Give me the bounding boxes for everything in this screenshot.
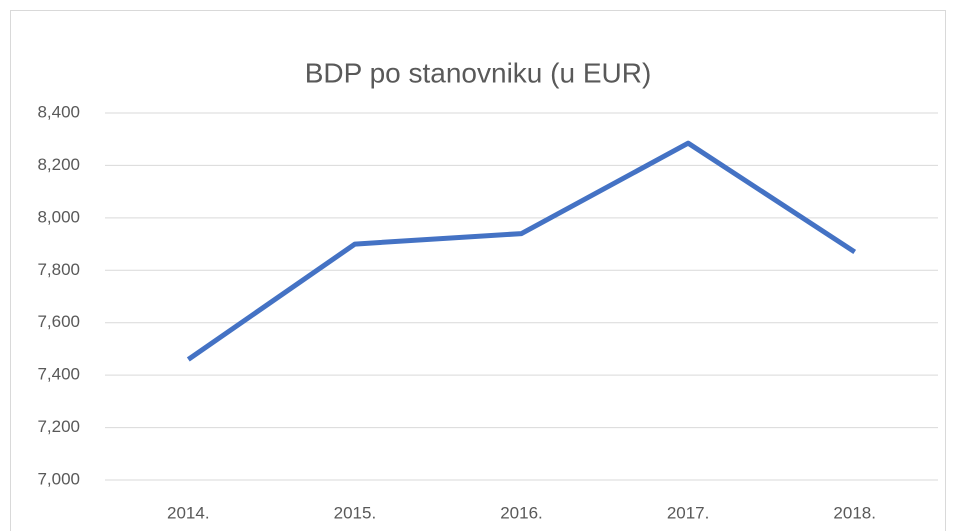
x-tick-label: 2016. [500,503,543,522]
y-tick-label: 7,800 [37,260,80,279]
y-tick-label: 7,000 [37,469,80,488]
y-tick-label: 7,600 [37,312,80,331]
x-tick-label: 2014. [167,503,210,522]
y-tick-label: 8,200 [37,155,80,174]
y-tick-label: 8,400 [37,102,80,121]
x-tick-label: 2018. [833,503,876,522]
data-line [186,140,857,362]
x-tick-label: 2017. [667,503,710,522]
y-tick-label: 7,400 [37,365,80,384]
chart-title: BDP po stanovniku (u EUR) [305,57,652,88]
y-tick-label: 8,000 [37,207,80,226]
y-tick-label: 7,200 [37,417,80,436]
x-tick-label: 2015. [334,503,377,522]
